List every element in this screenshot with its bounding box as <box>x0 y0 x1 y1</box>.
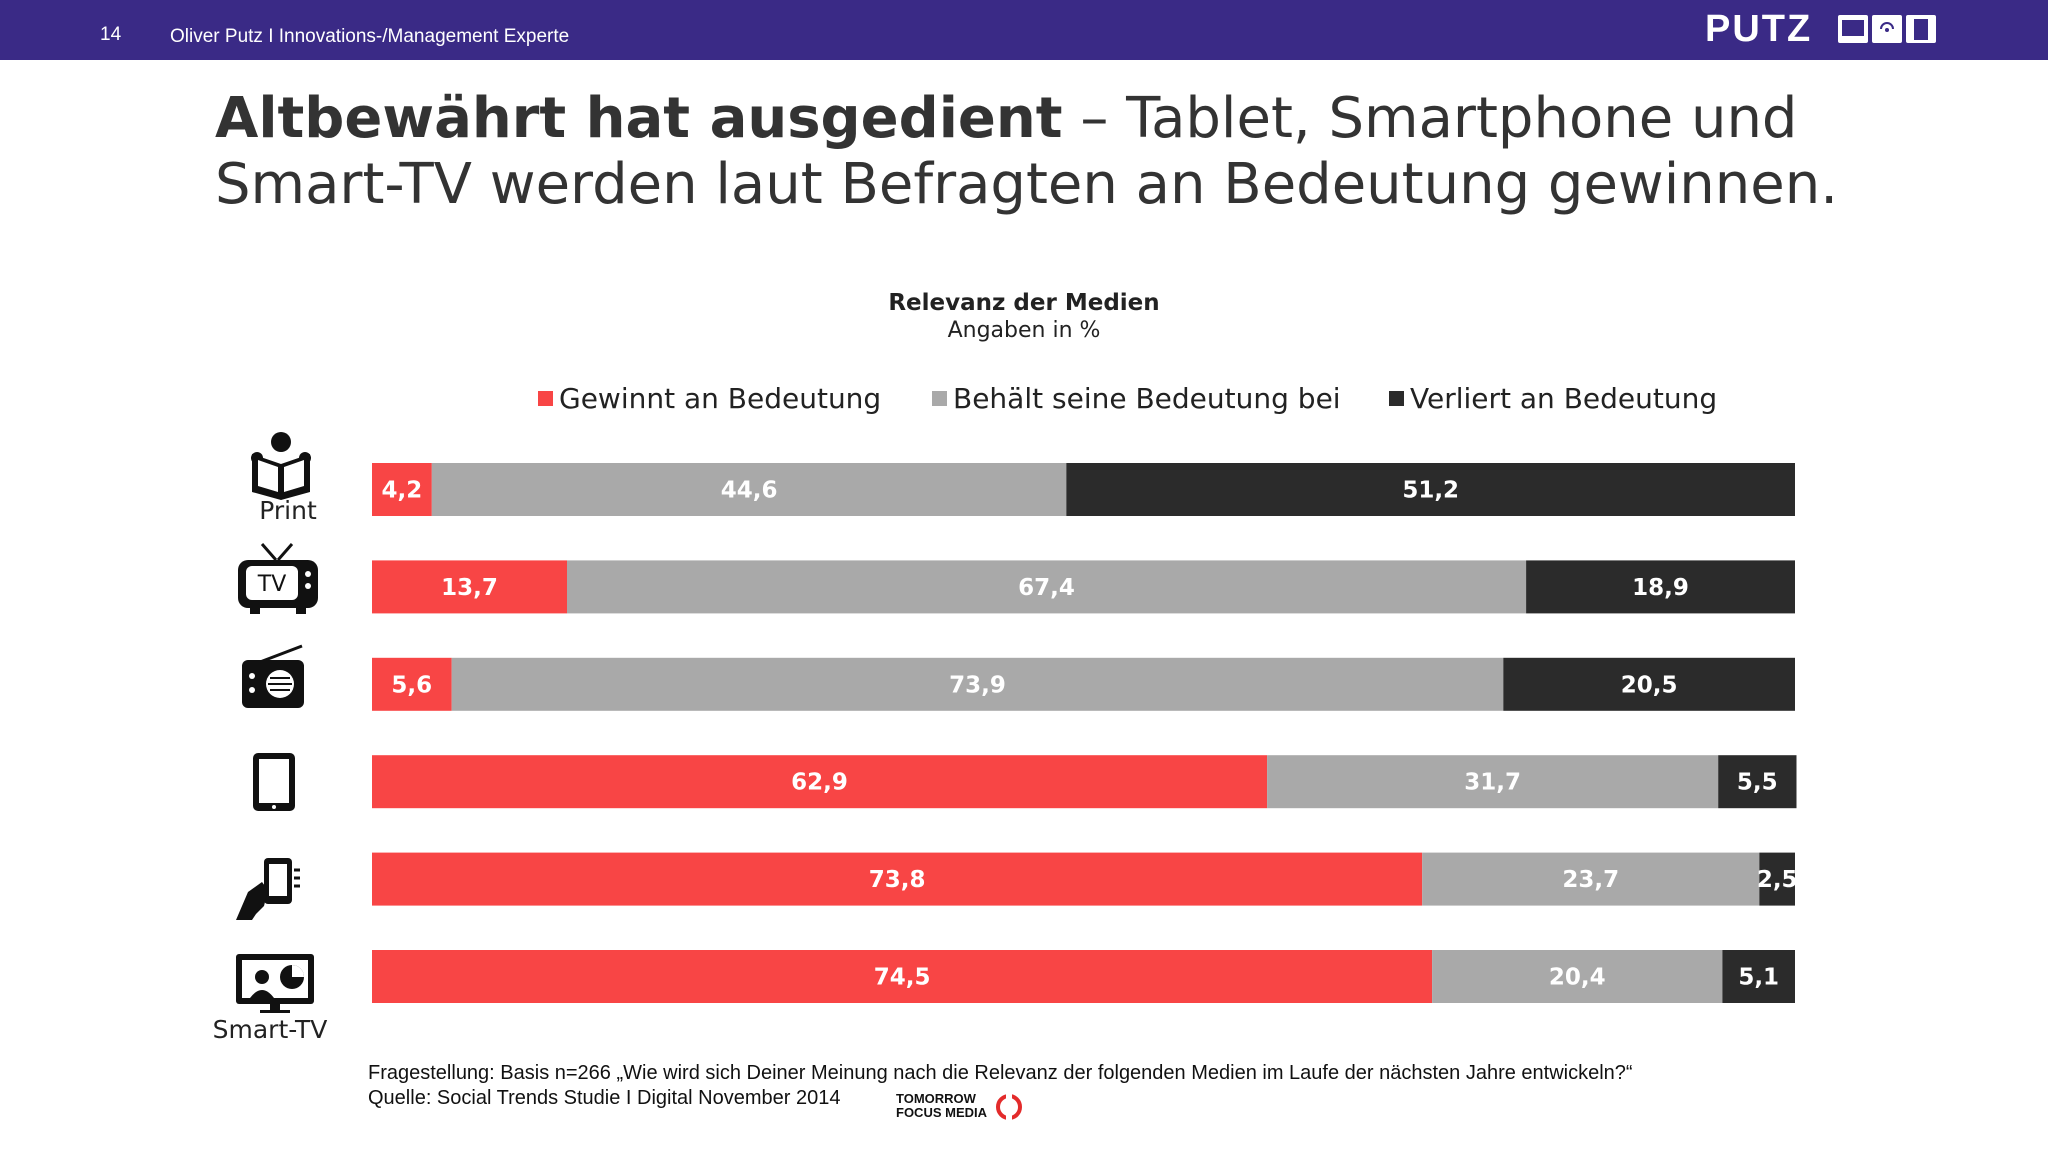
headline-bold: Altbewährt hat ausgedient <box>215 86 1063 151</box>
page-headline: Altbewährt hat ausgedient – Tablet, Smar… <box>215 86 1865 218</box>
data-label-smartphone-behaelt: 23,7 <box>1562 867 1619 893</box>
footer-question: Fragestellung: Basis n=266 „Wie wird sic… <box>368 1062 1633 1084</box>
bar-print-gewinnt <box>372 463 432 516</box>
legend-item-verliert: Verliert an Bedeutung <box>1389 382 1717 415</box>
tablet-icon <box>253 753 295 811</box>
chart-title: Relevanz der Medien <box>888 290 1160 316</box>
bar-radio-behaelt <box>451 657 1504 711</box>
legend-swatch <box>932 391 947 406</box>
brand-ring-icon <box>996 1092 1022 1122</box>
bar-smart-tv-behaelt <box>1432 950 1723 1003</box>
bar-smartphone-behaelt <box>1422 852 1760 906</box>
brand-line-2: FOCUS MEDIA <box>896 1105 987 1120</box>
data-label-smart-tv-gewinnt: 74,5 <box>874 965 931 991</box>
bar-print-behaelt <box>431 463 1067 516</box>
data-label-radio-verliert: 20,5 <box>1621 672 1678 698</box>
bar-tv-verliert <box>1526 560 1795 614</box>
legend-label: Behält seine Bedeutung bei <box>953 382 1341 415</box>
data-label-tv-verliert: 18,9 <box>1632 575 1689 601</box>
row-label-smart-tv: Smart-TV <box>212 1015 328 1044</box>
brand-line-1: TOMORROW <box>896 1091 976 1106</box>
headline-rest: – Tablet, Smartphone und Smart-TV werden… <box>215 86 1839 217</box>
tomorrow-focus-media-logo: TOMORROW FOCUS MEDIA <box>896 1092 987 1120</box>
data-label-smart-tv-verliert: 5,1 <box>1738 965 1779 991</box>
legend-label: Verliert an Bedeutung <box>1410 382 1718 415</box>
legend-item-behaelt: Behält seine Bedeutung bei <box>932 382 1341 415</box>
reading-person-icon <box>251 432 311 500</box>
smart-tv-icon <box>236 954 314 1013</box>
legend-item-gewinnt: Gewinnt an Bedeutung <box>538 382 881 415</box>
data-label-radio-behaelt: 73,9 <box>949 672 1006 698</box>
chart-subtitle: Angaben in % <box>947 318 1101 343</box>
smartphone-hand-icon <box>236 858 300 920</box>
bar-tablet-gewinnt <box>372 755 1268 809</box>
page-number: 14 <box>100 24 122 45</box>
bar-print-verliert <box>1066 463 1795 516</box>
data-label-smart-tv-behaelt: 20,4 <box>1549 965 1606 991</box>
tv-icon: TV <box>238 543 318 614</box>
bar-smartphone-gewinnt <box>372 852 1423 906</box>
data-label-tv-behaelt: 67,4 <box>1018 575 1075 601</box>
legend-swatch <box>1389 391 1404 406</box>
radio-icon <box>242 644 304 708</box>
bar-smart-tv-gewinnt <box>372 950 1433 1003</box>
bar-smartphone-verliert <box>1759 852 1795 906</box>
author-line: Oliver Putz I Innovations-/Management Ex… <box>170 26 570 47</box>
data-label-smartphone-verliert: 2,5 <box>1757 867 1798 893</box>
logo-device-icons <box>1838 15 1936 43</box>
legend-swatch <box>538 391 553 406</box>
bar-smart-tv-verliert <box>1722 950 1795 1003</box>
data-label-tablet-gewinnt: 62,9 <box>791 770 848 796</box>
data-label-tablet-behaelt: 31,7 <box>1464 770 1521 796</box>
putz-logo: PUTZ <box>1705 8 1813 50</box>
bar-radio-gewinnt <box>372 657 452 711</box>
bar-tablet-behaelt <box>1267 755 1719 809</box>
bar-tablet-verliert <box>1718 755 1797 809</box>
legend-label: Gewinnt an Bedeutung <box>559 382 882 415</box>
header-bar: 14 Oliver Putz I Innovations-/Management… <box>0 0 2048 60</box>
footer-source: Quelle: Social Trends Studie I Digital N… <box>368 1087 841 1109</box>
data-label-print-gewinnt: 4,2 <box>382 478 423 504</box>
bar-tv-behaelt <box>567 560 1527 614</box>
data-label-print-verliert: 51,2 <box>1402 478 1459 504</box>
bar-tv-gewinnt <box>372 560 567 614</box>
data-label-tv-gewinnt: 13,7 <box>441 575 498 601</box>
data-label-radio-gewinnt: 5,6 <box>391 672 432 698</box>
row-label-print: Print <box>259 496 317 525</box>
data-label-smartphone-gewinnt: 73,8 <box>869 867 926 893</box>
bar-radio-verliert <box>1503 657 1795 711</box>
data-label-tablet-verliert: 5,5 <box>1737 770 1778 796</box>
data-label-print-behaelt: 44,6 <box>721 478 778 504</box>
svg-text:TV: TV <box>257 572 287 597</box>
